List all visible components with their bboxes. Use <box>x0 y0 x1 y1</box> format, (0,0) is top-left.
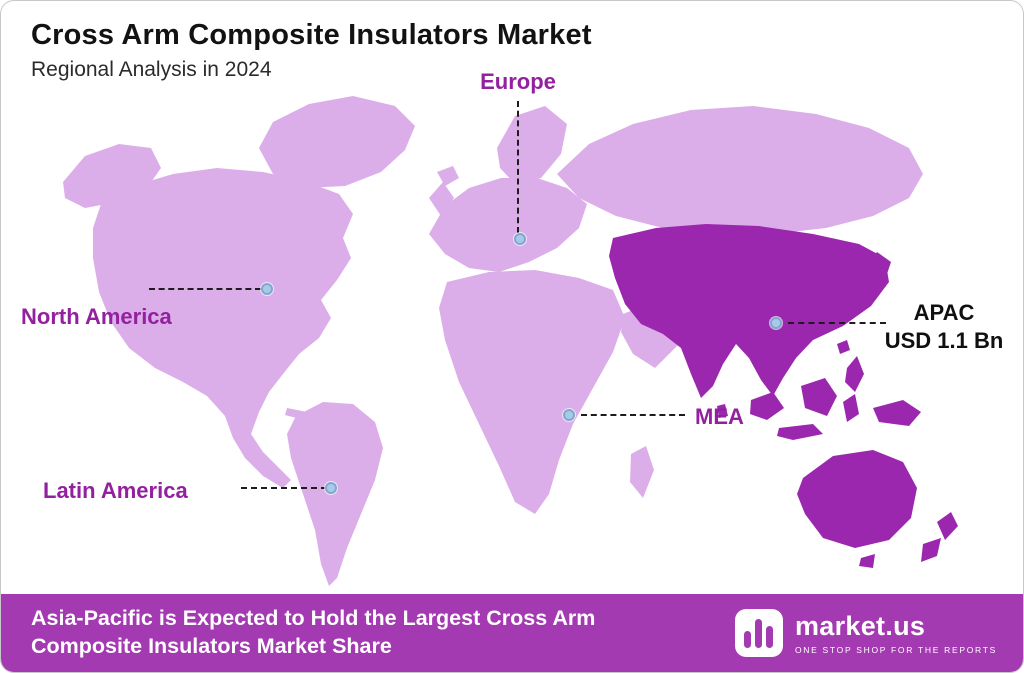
marker-apac <box>770 317 782 329</box>
logo-bar-icon <box>755 619 763 648</box>
shape-north-eurasia <box>557 106 923 234</box>
callout-line-north-america <box>149 288 261 290</box>
region-label-north-america: North America <box>21 304 172 329</box>
shape-sulawesi <box>843 394 859 422</box>
logo-bar-icon <box>744 631 752 648</box>
region-label-mea: MEA <box>695 404 744 429</box>
shape-philippines <box>845 356 864 392</box>
shape-africa <box>439 270 625 514</box>
brand-tagline: ONE STOP SHOP FOR THE REPORTS <box>794 645 997 655</box>
region-label-apac: APAC USD 1.1 Bn <box>879 299 1009 354</box>
shape-borneo <box>801 378 837 416</box>
shape-new-guinea <box>873 400 921 426</box>
apac-region-value: USD 1.1 Bn <box>884 327 1004 353</box>
brand-name: market.us <box>794 611 926 641</box>
shape-tasmania <box>859 554 875 568</box>
logo-bar-icon <box>766 626 774 648</box>
shape-australia <box>797 450 917 548</box>
shape-new-zealand-south <box>921 538 941 562</box>
callout-line-europe <box>517 101 519 233</box>
shape-taiwan <box>837 340 850 354</box>
shape-java <box>777 424 823 440</box>
shape-europe <box>429 178 587 272</box>
marker-north-america <box>261 283 273 295</box>
callout-line-mea <box>581 414 685 416</box>
banner: Asia-Pacific is Expected to Hold the Lar… <box>1 594 1023 672</box>
banner-text: Asia-Pacific is Expected to Hold the Lar… <box>31 606 596 658</box>
marker-latin-america <box>325 482 337 494</box>
shape-greenland <box>259 96 415 188</box>
region-label-latin-america: Latin America <box>43 478 188 503</box>
brand-logo: market.us ONE STOP SHOP FOR THE REPORTS <box>734 609 997 657</box>
brand-text-block: market.us ONE STOP SHOP FOR THE REPORTS <box>795 611 997 655</box>
callout-line-apac <box>788 322 886 324</box>
marketus-logo-icon <box>734 609 783 657</box>
shape-sumatra <box>750 392 784 420</box>
shape-scandinavia <box>497 106 567 184</box>
apac-region-name: APAC <box>913 300 975 325</box>
region-label-europe: Europe <box>480 69 556 94</box>
shape-new-zealand-north <box>937 512 958 540</box>
shape-asia-apac <box>609 224 889 398</box>
shape-south-america <box>287 402 383 586</box>
shape-japan <box>863 252 891 298</box>
page-title: Cross Arm Composite Insulators Market <box>31 19 592 51</box>
page-subtitle: Regional Analysis in 2024 <box>31 58 272 81</box>
world-map <box>63 96 958 586</box>
shape-united-kingdom <box>429 182 454 216</box>
header: Cross Arm Composite Insulators Market Re… <box>31 19 592 82</box>
marker-mea <box>563 409 575 421</box>
shape-madagascar <box>630 446 654 498</box>
marker-europe <box>514 233 526 245</box>
shape-iceland <box>437 166 459 186</box>
callout-line-latin-america <box>241 487 327 489</box>
shape-sri-lanka <box>717 404 728 418</box>
shape-north-america <box>93 168 353 488</box>
